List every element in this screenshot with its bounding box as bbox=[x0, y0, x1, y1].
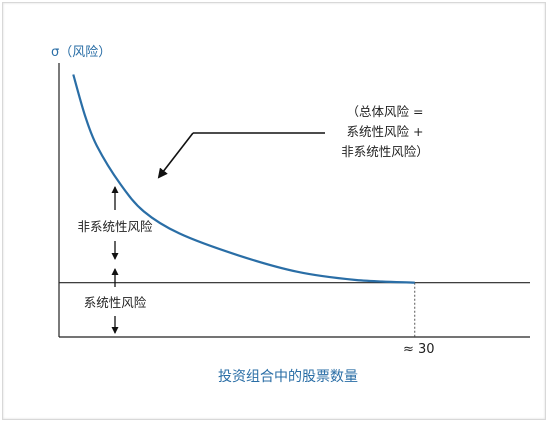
systematic-risk-label: 系统性风险 bbox=[84, 295, 147, 310]
chart-frame: σ（风险） ≈ 30 投资组合中的股票数量 （总体风险 = 系统性风险 + 非系… bbox=[2, 2, 546, 420]
risk-diversification-chart: σ（风险） ≈ 30 投资组合中的股票数量 （总体风险 = 系统性风险 + 非系… bbox=[51, 45, 530, 385]
x-tick-label: ≈ 30 bbox=[403, 342, 435, 357]
x-axis-label: 投资组合中的股票数量 bbox=[218, 369, 358, 385]
annotation-line-3: 非系统性风险） bbox=[341, 144, 429, 159]
unsystematic-risk-label: 非系统性风险 bbox=[77, 219, 153, 234]
y-axis-label: σ（风险） bbox=[51, 45, 111, 60]
annotation-line-2: 系统性风险 + bbox=[347, 124, 424, 139]
annotation-arrow-diagonal bbox=[157, 132, 194, 179]
annotation-line-1: （总体风险 = bbox=[347, 104, 424, 119]
total-risk-curve bbox=[72, 74, 415, 284]
